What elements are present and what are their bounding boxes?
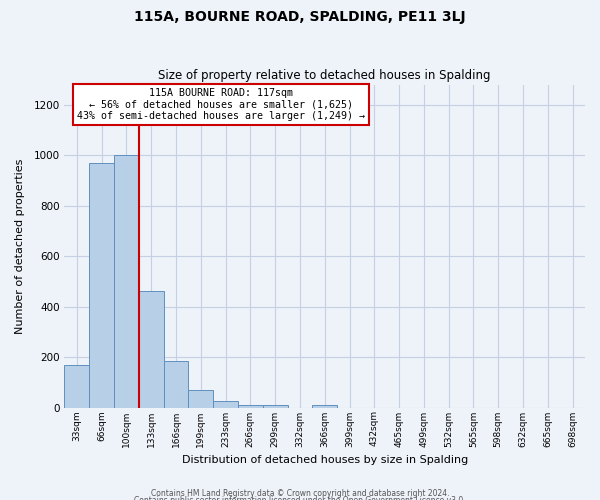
Title: Size of property relative to detached houses in Spalding: Size of property relative to detached ho… — [158, 69, 491, 82]
Text: Contains public sector information licensed under the Open Government Licence v3: Contains public sector information licen… — [134, 496, 466, 500]
Text: Contains HM Land Registry data © Crown copyright and database right 2024.: Contains HM Land Registry data © Crown c… — [151, 488, 449, 498]
Bar — [263, 405, 287, 407]
Bar — [188, 390, 213, 407]
Bar — [213, 401, 238, 407]
X-axis label: Distribution of detached houses by size in Spalding: Distribution of detached houses by size … — [182, 455, 468, 465]
Bar — [64, 364, 89, 408]
Bar — [114, 155, 139, 407]
Bar — [313, 405, 337, 407]
Bar — [164, 361, 188, 408]
Text: 115A, BOURNE ROAD, SPALDING, PE11 3LJ: 115A, BOURNE ROAD, SPALDING, PE11 3LJ — [134, 10, 466, 24]
Bar — [139, 292, 164, 408]
Bar — [238, 405, 263, 407]
Bar — [89, 163, 114, 408]
Y-axis label: Number of detached properties: Number of detached properties — [15, 158, 25, 334]
Text: 115A BOURNE ROAD: 117sqm
← 56% of detached houses are smaller (1,625)
43% of sem: 115A BOURNE ROAD: 117sqm ← 56% of detach… — [77, 88, 365, 121]
